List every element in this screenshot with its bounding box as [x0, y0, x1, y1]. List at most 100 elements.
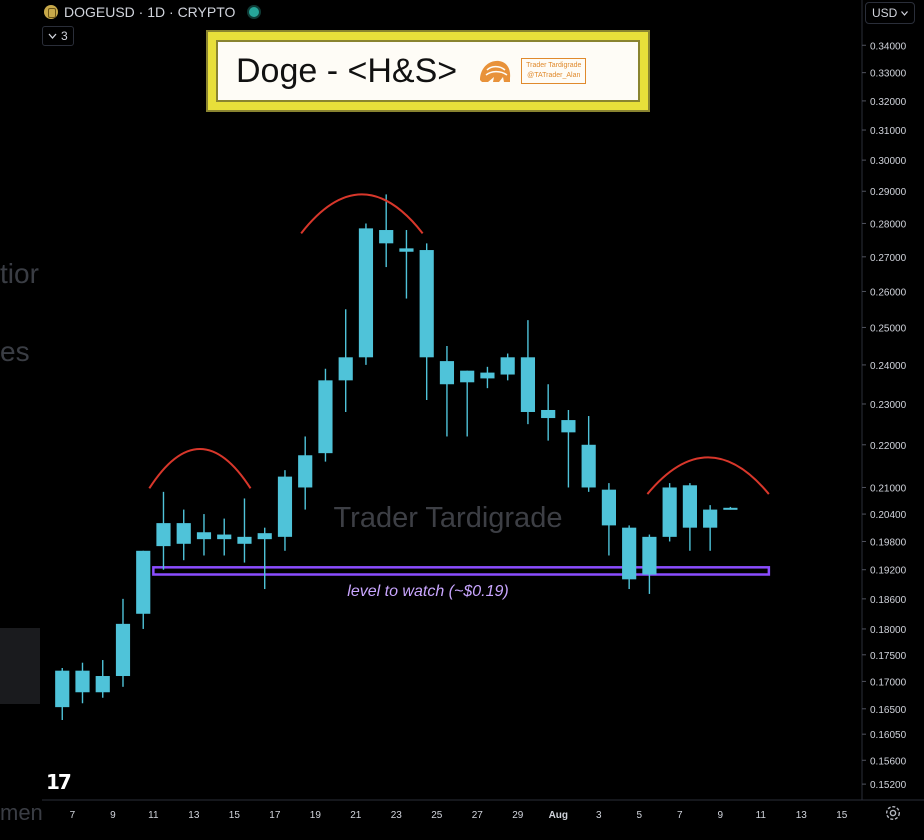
- background-ghost-text: tior: [0, 258, 39, 289]
- y-tick-label: 0.20400: [870, 510, 907, 521]
- x-tick-label: 3: [596, 810, 602, 821]
- x-tick-label: 27: [472, 810, 484, 821]
- y-tick-label: 0.17500: [870, 651, 907, 662]
- candle-body: [136, 550, 151, 614]
- candle-body: [662, 487, 677, 537]
- y-tick-label: 0.26000: [870, 287, 907, 298]
- y-tick-label: 0.19800: [870, 537, 907, 548]
- watermark-text: Trader Tardigrade: [334, 502, 563, 534]
- x-tick-label: 7: [70, 810, 76, 821]
- title-banner: Doge - <H&S> Trader Tardigrade @TATrader…: [206, 30, 650, 112]
- x-tick-label: 17: [269, 810, 281, 821]
- candle-body: [581, 444, 596, 488]
- x-tick-label: 25: [431, 810, 443, 821]
- candle-body: [703, 509, 718, 528]
- x-tick-label: 9: [717, 810, 723, 821]
- x-tick-label: 11: [148, 810, 159, 821]
- candle-body: [277, 476, 293, 537]
- x-tick-label: 23: [391, 810, 403, 821]
- candle-body: [520, 357, 536, 412]
- x-tick-label: 15: [229, 810, 241, 821]
- x-tick-label: 19: [310, 810, 322, 821]
- title-banner-inner: Doge - <H&S> Trader Tardigrade @TATrader…: [216, 40, 640, 102]
- tradingview-logo-icon: 17: [46, 770, 72, 794]
- y-tick-label: 0.15200: [870, 780, 907, 791]
- y-tick-label: 0.21000: [870, 483, 907, 494]
- dogecoin-icon: [44, 5, 58, 19]
- candle-body: [95, 676, 110, 693]
- candle-body: [399, 248, 414, 252]
- candle-body: [541, 409, 556, 419]
- y-tick-label: 0.32000: [870, 97, 907, 108]
- stamp-line-2: @TATrader_Alan: [527, 72, 581, 79]
- y-tick-label: 0.27000: [870, 253, 907, 264]
- chart-title: Doge - <H&S>: [236, 51, 458, 90]
- candle-body: [500, 357, 515, 375]
- x-tick-label: 11: [756, 810, 767, 821]
- right-shoulder-arc: [646, 456, 770, 495]
- candle-body: [196, 532, 212, 540]
- candle-body: [358, 228, 374, 358]
- candle-body: [217, 534, 232, 540]
- y-tick-label: 0.16050: [870, 730, 907, 741]
- head-arc: [300, 193, 424, 234]
- y-tick-label: 0.23000: [870, 400, 907, 411]
- candle-body: [298, 455, 313, 488]
- candle-body: [338, 357, 353, 381]
- candle-body: [379, 230, 394, 244]
- gear-icon[interactable]: [884, 804, 902, 822]
- x-tick-label: 15: [836, 810, 848, 821]
- symbol-label: DOGEUSD · 1D · CRYPTO: [64, 4, 236, 20]
- candle-body: [460, 370, 475, 383]
- background-ghost-text: men: [0, 800, 43, 825]
- y-tick-label: 0.25000: [870, 323, 907, 334]
- candle-body: [439, 361, 455, 385]
- currency-label: USD: [872, 6, 898, 20]
- candle-body: [176, 523, 191, 544]
- candle-body: [257, 533, 272, 540]
- y-tick-label: 0.29000: [870, 187, 907, 198]
- chevron-down-icon: [48, 33, 57, 39]
- market-status-icon[interactable]: [247, 5, 262, 19]
- candle-body: [75, 670, 90, 693]
- support-level-label: level to watch (~$0.19): [347, 583, 508, 600]
- candle-body: [55, 670, 70, 708]
- y-tick-label: 0.18600: [870, 595, 907, 606]
- candle-body: [561, 420, 576, 433]
- candle-body: [237, 536, 252, 544]
- x-tick-label: 7: [677, 810, 683, 821]
- candle-body: [682, 485, 697, 528]
- y-tick-label: 0.18000: [870, 625, 907, 636]
- y-tick-label: 0.22000: [870, 441, 907, 452]
- stamp-line-1: Trader Tardigrade: [526, 62, 582, 69]
- background-ghost-text: es: [0, 336, 30, 367]
- y-tick-label: 0.15600: [870, 756, 907, 767]
- x-tick-label: Aug: [549, 810, 568, 821]
- indicators-collapse-button[interactable]: 3: [42, 26, 74, 46]
- candle-body: [115, 623, 131, 677]
- support-level-band: [152, 566, 771, 576]
- x-tick-label: 9: [110, 810, 116, 821]
- author-stamp: Trader Tardigrade @TATrader_Alan: [521, 58, 587, 84]
- symbol-header[interactable]: DOGEUSD · 1D · CRYPTO: [44, 4, 262, 20]
- currency-select[interactable]: USD: [865, 2, 915, 24]
- x-tick-label: 21: [350, 810, 362, 821]
- y-tick-label: 0.28000: [870, 219, 907, 230]
- indicator-count: 3: [61, 29, 68, 43]
- y-tick-label: 0.31000: [870, 126, 907, 137]
- chevron-down-icon: [901, 10, 908, 16]
- candle-body: [419, 250, 434, 358]
- y-tick-label: 0.34000: [870, 41, 907, 52]
- candle-body: [642, 536, 657, 575]
- y-tick-label: 0.33000: [870, 69, 907, 80]
- x-tick-label: 29: [512, 810, 524, 821]
- y-tick-label: 0.17000: [870, 677, 907, 688]
- x-tick-label: 13: [188, 810, 200, 821]
- candle-body: [723, 507, 738, 510]
- y-tick-label: 0.16500: [870, 705, 907, 716]
- candle-body: [156, 523, 171, 547]
- y-tick-label: 0.24000: [870, 361, 907, 372]
- candle-body: [622, 527, 637, 580]
- x-tick-label: 13: [796, 810, 808, 821]
